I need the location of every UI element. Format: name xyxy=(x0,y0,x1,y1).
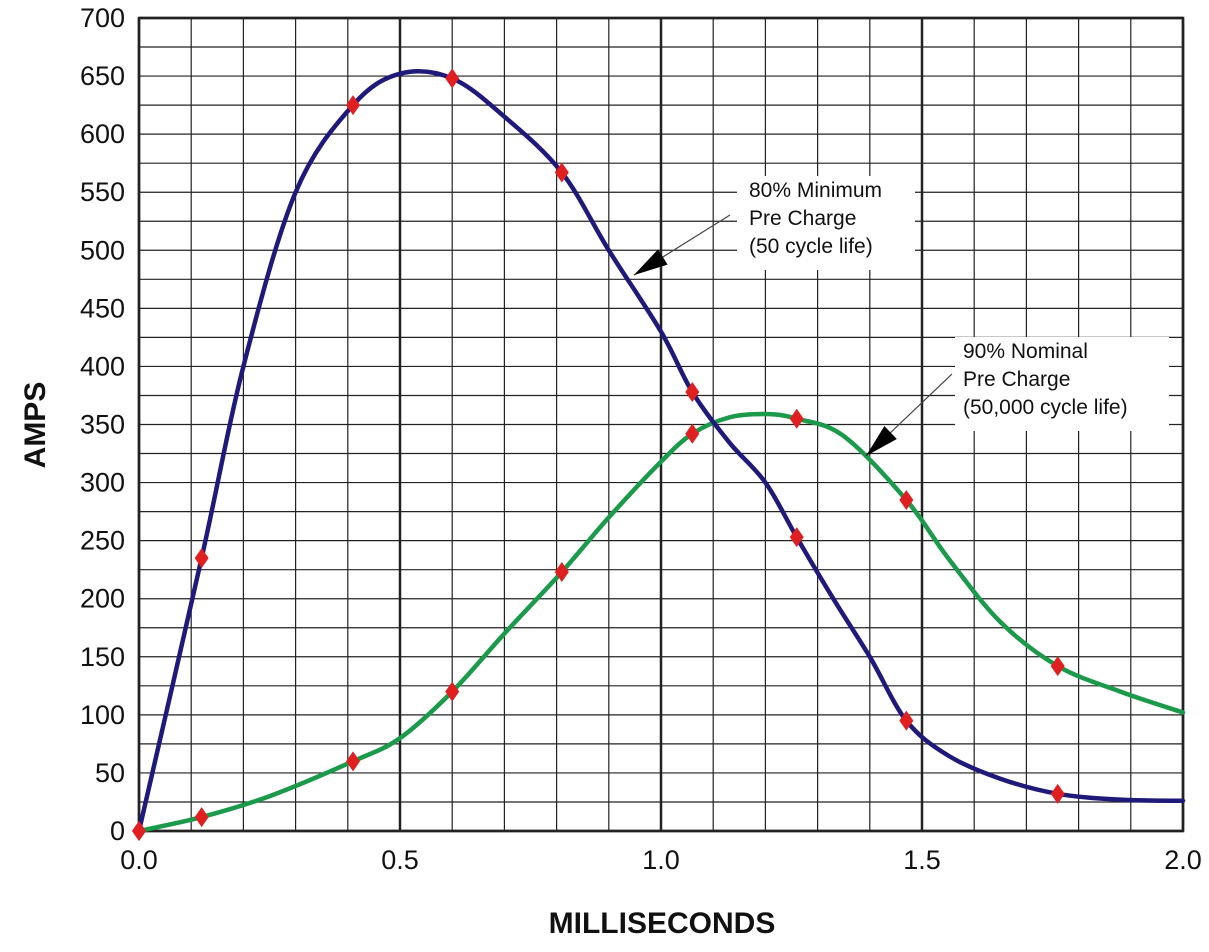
annotation-text: (50 cycle life) xyxy=(749,235,873,258)
annotation-arrowhead xyxy=(866,426,897,456)
annotation-text: Pre Charge xyxy=(749,207,856,230)
y-tick-label: 600 xyxy=(80,119,125,149)
data-point-marker xyxy=(445,681,460,702)
data-point-marker xyxy=(554,162,569,183)
data-point-marker xyxy=(1050,783,1065,804)
x-tick-label: 0.0 xyxy=(120,845,158,875)
data-point-marker xyxy=(132,821,146,841)
y-tick-label: 100 xyxy=(80,700,125,730)
y-tick-label: 50 xyxy=(95,758,125,788)
data-point-marker xyxy=(789,527,804,548)
annotation-box xyxy=(955,337,1169,431)
data-point-marker xyxy=(445,68,460,89)
y-tick-label: 500 xyxy=(80,235,125,265)
annotation-text: Pre Charge xyxy=(963,368,1070,391)
tick-labels: 0 50 100 150 200 250 300 350 400 450 500 550 600 650 7… xyxy=(80,3,1202,875)
y-tick-label: 250 xyxy=(80,526,125,556)
data-point-marker xyxy=(1050,656,1065,677)
data-point-marker xyxy=(554,562,569,583)
data-point-marker xyxy=(685,423,700,444)
y-tick-label: 150 xyxy=(80,642,125,672)
annotation-text: 80% Minimum xyxy=(749,179,882,202)
x-tick-label: 0.5 xyxy=(381,845,419,875)
y-tick-label: 650 xyxy=(80,61,125,91)
x-tick-label: 2.0 xyxy=(1164,845,1202,875)
y-tick-label: 450 xyxy=(80,293,125,323)
series-80-percent-line xyxy=(136,69,1186,834)
y-tick-label: 400 xyxy=(80,351,125,381)
y-tick-label: 0 xyxy=(110,816,125,846)
x-axis-title: MILLISECONDS xyxy=(549,907,776,940)
y-tick-label: 550 xyxy=(80,177,125,207)
data-point-marker xyxy=(899,710,914,731)
y-tick-label: 350 xyxy=(80,410,125,440)
data-point-marker xyxy=(899,489,914,510)
plot-frame xyxy=(137,16,1185,833)
x-tick-label: 1.0 xyxy=(642,845,680,875)
annotations: 80% Minimum Pre Charge (50 cycle life) 90% … xyxy=(633,176,1169,457)
data-markers xyxy=(132,68,1065,841)
x-tick-label: 1.5 xyxy=(903,845,941,875)
data-point-marker xyxy=(789,408,804,429)
data-point-marker xyxy=(346,751,361,772)
annotation-text: 90% Nominal xyxy=(963,340,1088,363)
y-axis-title: AMPS xyxy=(19,382,52,469)
annotation-box xyxy=(737,176,915,270)
annotation-arrowhead xyxy=(634,249,668,275)
data-point-marker xyxy=(685,381,700,402)
y-tick-label: 200 xyxy=(80,584,125,614)
y-tick-label: 300 xyxy=(80,468,125,498)
annotation-text: (50,000 cycle life) xyxy=(963,396,1128,419)
data-point-marker xyxy=(194,548,209,569)
data-point-marker xyxy=(346,95,361,116)
y-tick-label: 700 xyxy=(80,3,125,33)
data-point-marker xyxy=(194,807,209,828)
